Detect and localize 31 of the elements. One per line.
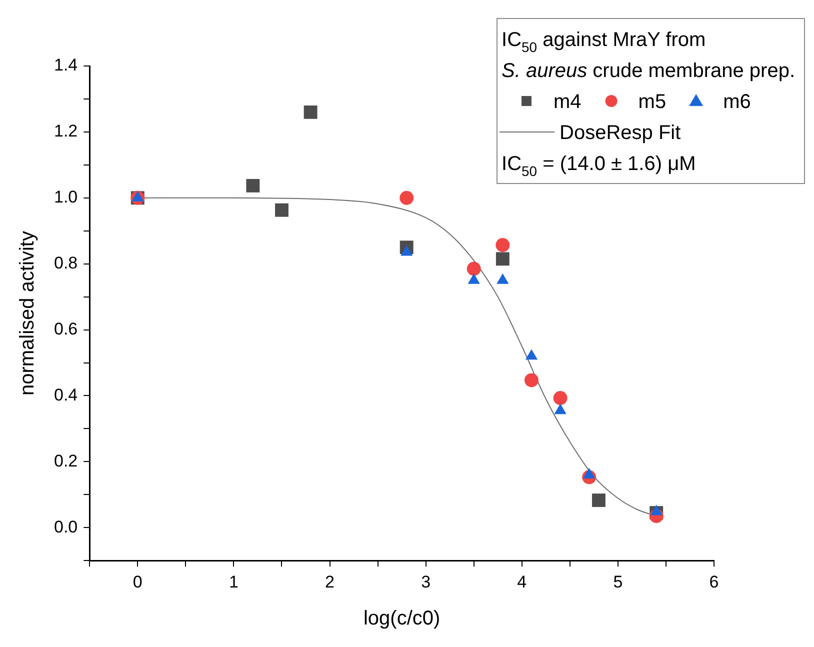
text: 0.0 xyxy=(54,517,78,536)
y-tick-label: 1.4 xyxy=(54,56,78,75)
x-tick-label: 5 xyxy=(613,572,623,592)
x-tick-label: 3 xyxy=(421,572,431,592)
point xyxy=(592,494,606,507)
point xyxy=(304,105,318,119)
legend-label: m5 xyxy=(638,91,666,113)
point xyxy=(275,203,288,217)
point xyxy=(553,391,568,406)
y-tick-label: 0.4 xyxy=(54,385,78,404)
legend-label: m4 xyxy=(554,91,582,113)
y-tick-label: 0.8 xyxy=(54,254,78,273)
text: 1.0 xyxy=(54,188,78,207)
x-axis-title: log(c/c0) xyxy=(363,608,440,630)
x-tick-label: 4 xyxy=(517,572,527,592)
legend-label: DoseResp Fit xyxy=(560,122,682,144)
y-tick-label: 1.2 xyxy=(54,122,78,141)
x-tick-label: 0 xyxy=(132,572,142,592)
point xyxy=(496,252,510,266)
point xyxy=(246,178,260,192)
legend-label: m6 xyxy=(723,91,751,113)
point xyxy=(466,262,481,276)
x-tick-label: 2 xyxy=(325,572,335,592)
x-tick-label: 6 xyxy=(709,572,719,592)
y-axis-title: normalised activity xyxy=(16,231,39,396)
point xyxy=(400,190,414,205)
point xyxy=(524,373,538,388)
x-tick-label: 1 xyxy=(228,572,238,592)
y-tick-label: 0.2 xyxy=(54,451,78,470)
point xyxy=(496,238,510,252)
y-tick-label: 0.6 xyxy=(54,319,78,338)
